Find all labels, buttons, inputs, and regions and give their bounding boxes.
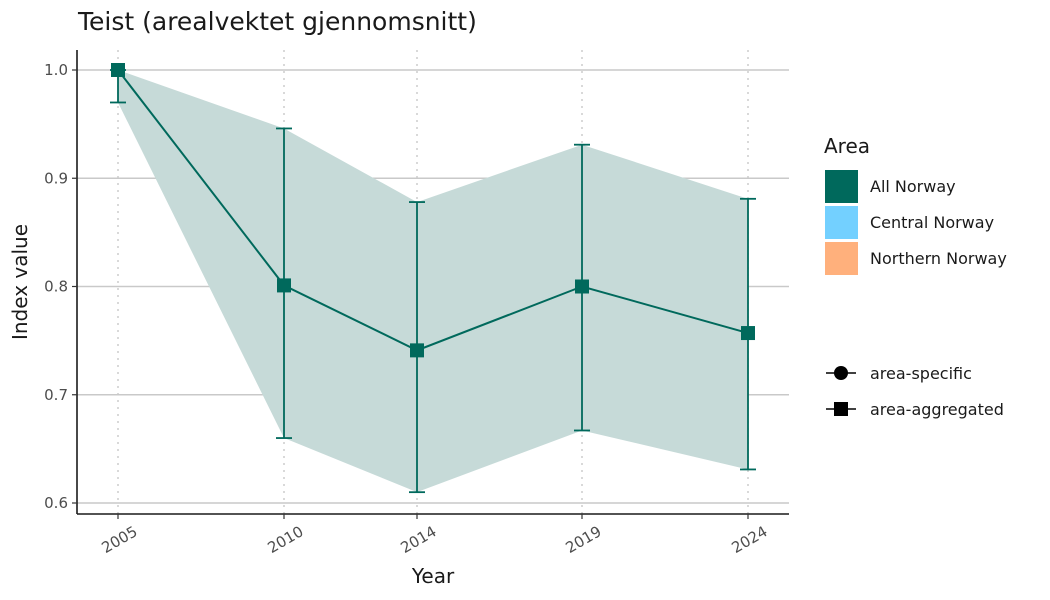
- legend: Area All Norway Central Norway Northern …: [824, 134, 1007, 419]
- legend-label-all-norway: All Norway: [870, 177, 956, 196]
- x-tick-label-2: 2014: [397, 522, 439, 557]
- x-tick-label-0: 2005: [98, 522, 140, 557]
- legend-label-area-aggregated: area-aggregated: [870, 400, 1004, 419]
- legend-title-area: Area: [824, 134, 870, 158]
- data-point-2010: [277, 278, 291, 293]
- data-point-2014: [410, 343, 424, 358]
- y-tick-label-0: 0.6: [44, 494, 68, 512]
- legend-key-northern-norway: [825, 242, 858, 275]
- legend-label-northern-norway: Northern Norway: [870, 249, 1007, 268]
- legend-key-area-specific: [826, 366, 856, 380]
- legend-key-all-norway: [825, 170, 858, 203]
- data-point-2019: [575, 279, 589, 294]
- y-axis-title: Index value: [8, 224, 32, 340]
- x-axis-ticks: 2005 2010 2014 2019 2024: [98, 514, 771, 557]
- data-point-2005: [111, 63, 125, 77]
- y-axis-ticks: 0.6 0.7 0.8 0.9 1.0: [44, 61, 77, 512]
- plot-area: [76, 50, 789, 515]
- x-tick-label-1: 2010: [264, 522, 306, 557]
- y-tick-label-3: 0.9: [44, 169, 68, 187]
- legend-key-central-norway: [825, 206, 858, 239]
- confidence-ribbon: [118, 70, 748, 493]
- y-tick-label-2: 0.8: [44, 278, 68, 296]
- y-tick-label-1: 0.7: [44, 386, 68, 404]
- legend-key-area-aggregated: [826, 402, 856, 416]
- data-point-2024: [741, 326, 755, 341]
- x-tick-label-4: 2024: [728, 522, 770, 557]
- chart-title: Teist (arealvektet gjennomsnitt): [77, 7, 477, 36]
- y-tick-label-4: 1.0: [44, 61, 68, 79]
- legend-label-central-norway: Central Norway: [870, 213, 994, 232]
- x-tick-label-3: 2019: [562, 522, 604, 557]
- data-points: [111, 63, 755, 358]
- x-axis-title: Year: [411, 564, 455, 588]
- legend-label-area-specific: area-specific: [870, 364, 972, 383]
